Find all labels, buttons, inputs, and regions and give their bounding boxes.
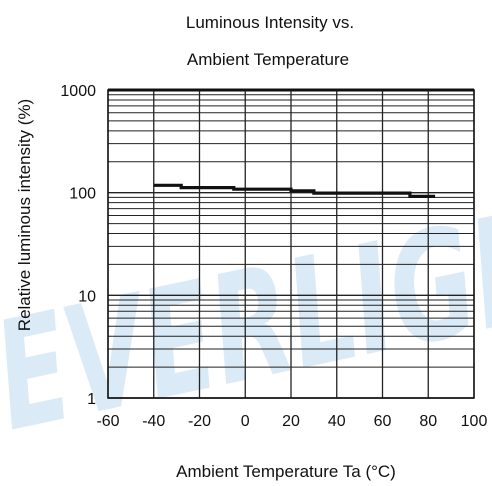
- x-tick-label: -60: [96, 413, 119, 430]
- x-tick-labels: -60 -40 -20 0 20 40 60 80 100: [96, 413, 487, 430]
- chart-title-line2: Ambient Temperature: [187, 50, 349, 69]
- x-tick-label: 100: [461, 413, 488, 430]
- x-tick-label: 60: [374, 413, 392, 430]
- y-axis-label: Relative luminous intensity (%): [15, 99, 34, 331]
- x-tick-label: 80: [419, 413, 437, 430]
- x-tick-label: 0: [241, 413, 250, 430]
- x-tick-label: -20: [188, 413, 211, 430]
- y-tick-label: 1: [87, 391, 96, 408]
- chart-title-line1: Luminous Intensity vs.: [186, 13, 354, 32]
- y-tick-label: 100: [69, 186, 96, 203]
- y-tick-label: 1000: [60, 83, 96, 100]
- series-line: [154, 185, 435, 196]
- x-tick-label: 40: [328, 413, 346, 430]
- x-axis-label: Ambient Temperature Ta (°C): [176, 462, 396, 481]
- y-tick-label: 10: [78, 288, 96, 305]
- x-tick-label: 20: [282, 413, 300, 430]
- x-tick-label: -40: [142, 413, 165, 430]
- series-group: [154, 185, 435, 196]
